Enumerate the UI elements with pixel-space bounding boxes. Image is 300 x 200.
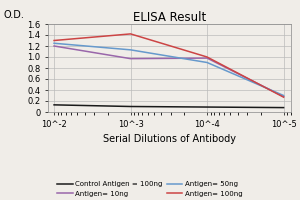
Antigen= 100ng xyxy=(129,33,132,35)
Antigen= 50ng xyxy=(205,61,209,64)
Antigen= 10ng xyxy=(282,95,285,98)
Antigen= 100ng xyxy=(205,56,209,58)
Legend: Control Antigen = 100ng, Antigen= 10ng, Antigen= 50ng, Antigen= 100ng: Control Antigen = 100ng, Antigen= 10ng, … xyxy=(57,181,243,197)
Antigen= 10ng xyxy=(129,57,132,60)
Control Antigen = 100ng xyxy=(282,106,285,109)
Line: Control Antigen = 100ng: Control Antigen = 100ng xyxy=(54,105,284,108)
Control Antigen = 100ng xyxy=(52,104,56,106)
Antigen= 10ng xyxy=(205,57,209,59)
Antigen= 100ng xyxy=(282,96,285,98)
Control Antigen = 100ng xyxy=(129,105,132,108)
Y-axis label: O.D.: O.D. xyxy=(4,10,24,20)
Line: Antigen= 100ng: Antigen= 100ng xyxy=(54,34,284,97)
X-axis label: Serial Dilutions of Antibody: Serial Dilutions of Antibody xyxy=(103,134,236,144)
Control Antigen = 100ng xyxy=(205,106,209,108)
Antigen= 100ng xyxy=(52,39,56,42)
Line: Antigen= 50ng: Antigen= 50ng xyxy=(54,43,284,96)
Antigen= 50ng xyxy=(129,49,132,51)
Antigen= 50ng xyxy=(52,42,56,44)
Antigen= 10ng xyxy=(52,45,56,47)
Title: ELISA Result: ELISA Result xyxy=(133,11,206,24)
Line: Antigen= 10ng: Antigen= 10ng xyxy=(54,46,284,97)
Antigen= 50ng xyxy=(282,94,285,97)
